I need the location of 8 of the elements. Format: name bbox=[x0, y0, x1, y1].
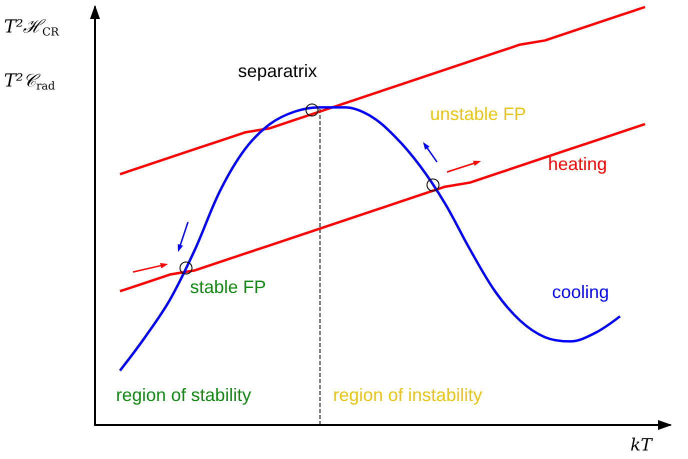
annotation: separatrix bbox=[238, 61, 318, 81]
annotation: region of instability bbox=[333, 385, 482, 405]
x-axis-title: kT bbox=[630, 436, 654, 456]
annotation: stable FP bbox=[190, 277, 266, 297]
series-label: cooling bbox=[552, 282, 610, 302]
annotation: unstable FP bbox=[430, 104, 526, 124]
annotation: region of stability bbox=[116, 385, 252, 405]
series-label: heating bbox=[548, 154, 608, 174]
